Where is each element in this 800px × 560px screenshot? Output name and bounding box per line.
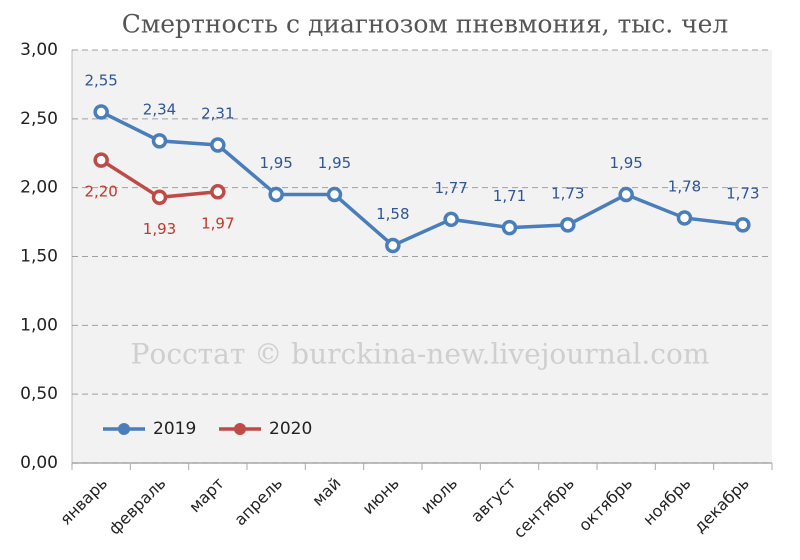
chart-title: Смертность с диагнозом пневмония, тыс. ч… bbox=[122, 10, 729, 39]
point bbox=[151, 189, 168, 206]
x-tick-label: апрель bbox=[230, 474, 286, 530]
point bbox=[676, 210, 693, 226]
x-tick-label: декабрь bbox=[690, 474, 753, 537]
data-label: 1,95 bbox=[318, 154, 351, 172]
legend-marker bbox=[234, 423, 246, 435]
data-label: 2,31 bbox=[201, 104, 234, 122]
data-label: 1,97 bbox=[201, 214, 234, 232]
point bbox=[618, 186, 634, 203]
data-label: 1,73 bbox=[726, 184, 759, 202]
x-tick-label: август bbox=[467, 474, 519, 526]
y-tick-label: 0,50 bbox=[20, 384, 58, 404]
point bbox=[735, 217, 751, 233]
data-label: 2,55 bbox=[84, 71, 117, 89]
x-tick-label: февраль bbox=[105, 474, 170, 539]
data-label: 1,77 bbox=[434, 179, 467, 197]
point bbox=[268, 186, 284, 203]
data-label: 1,73 bbox=[551, 184, 584, 202]
data-label: 1,71 bbox=[493, 187, 526, 205]
y-tick-label: 3,00 bbox=[20, 40, 58, 60]
y-tick-label: 1,00 bbox=[20, 315, 58, 335]
point bbox=[210, 184, 226, 200]
data-label: 2,34 bbox=[143, 100, 176, 118]
y-tick-label: 0,00 bbox=[20, 453, 58, 473]
y-tick-label: 2,50 bbox=[20, 109, 58, 129]
x-tick-label: январь bbox=[56, 474, 111, 529]
x-tick-label: май bbox=[308, 474, 344, 510]
x-tick-label: июль bbox=[417, 474, 461, 518]
data-label: 1,95 bbox=[259, 154, 292, 172]
y-tick-label: 2,00 bbox=[20, 178, 58, 198]
point bbox=[385, 237, 401, 254]
legend-marker bbox=[118, 423, 130, 435]
point bbox=[560, 217, 576, 233]
data-label: 1,58 bbox=[376, 205, 409, 223]
legend-label: 2020 bbox=[269, 419, 312, 439]
watermark: Росстат © burckina-new.livejournal.com bbox=[131, 338, 710, 371]
legend-label: 2019 bbox=[153, 419, 196, 439]
point bbox=[210, 137, 226, 153]
point bbox=[501, 219, 518, 236]
point bbox=[443, 211, 459, 228]
point bbox=[151, 133, 168, 149]
point bbox=[326, 186, 343, 203]
x-tick-label: ноябрь bbox=[639, 474, 694, 529]
y-tick-label: 1,50 bbox=[20, 247, 58, 267]
x-tick-label: март bbox=[185, 474, 228, 517]
point bbox=[93, 104, 109, 120]
series-line bbox=[100, 110, 744, 248]
data-label: 1,95 bbox=[609, 154, 642, 172]
x-tick-label: июнь bbox=[358, 474, 402, 518]
x-tick-label: октябрь bbox=[575, 474, 636, 535]
data-label: 2,20 bbox=[84, 183, 117, 201]
point bbox=[93, 152, 109, 168]
data-label: 1,78 bbox=[668, 177, 701, 195]
data-label: 1,93 bbox=[143, 220, 176, 238]
x-tick-label: сентябрь bbox=[510, 474, 578, 542]
